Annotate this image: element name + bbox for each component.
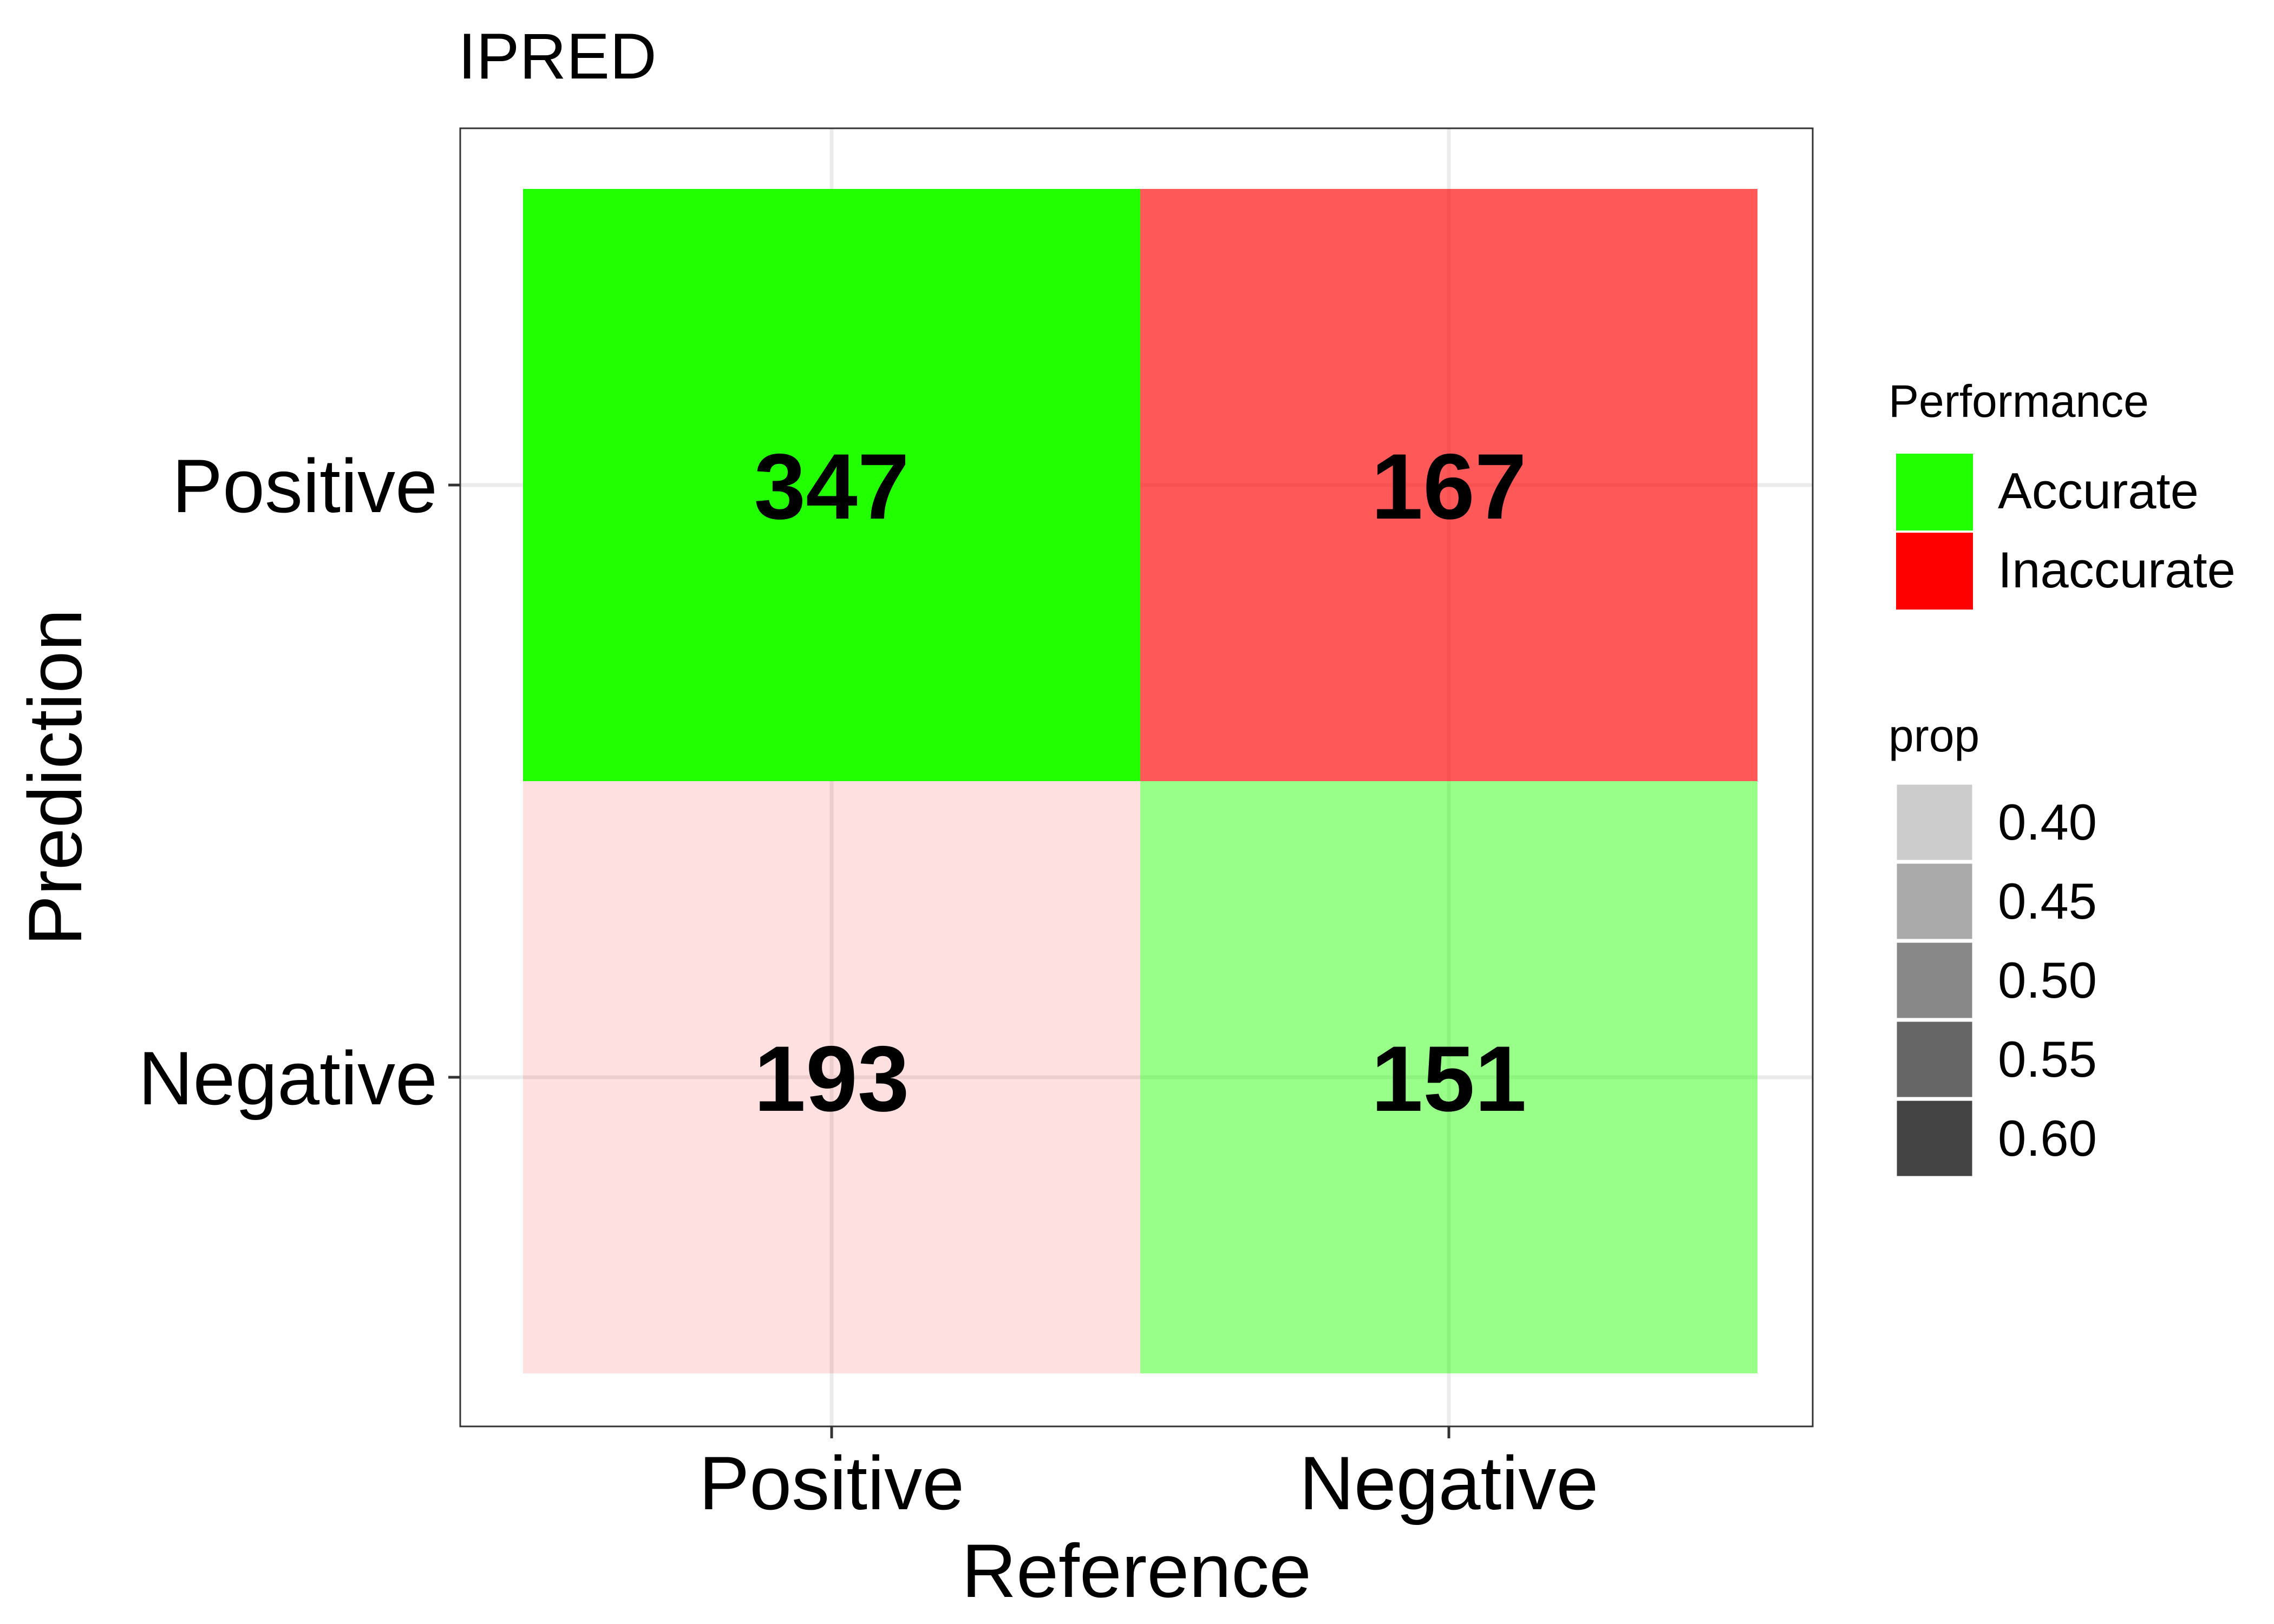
heatmap-cell-positive-positive (523, 189, 1140, 781)
legend-performance: Performance Accurate Inaccurate (1889, 376, 2236, 610)
cell-count-label: 167 (1371, 435, 1527, 539)
x-axis-ticks: Positive Negative (699, 1426, 1598, 1525)
legend-key-inaccurate (1896, 533, 1973, 610)
legend-label-prop: 0.55 (1998, 1031, 2097, 1088)
y-axis-ticks: Positive Negative (138, 443, 460, 1121)
legend-performance-items: Accurate Inaccurate (1896, 454, 2236, 610)
x-axis-label: Reference (962, 1528, 1311, 1613)
y-axis-label: Prediction (12, 609, 97, 946)
heatmap-cell-positive-negative (1140, 189, 1757, 781)
legend-label-prop: 0.40 (1998, 794, 2097, 850)
cell-count-label: 151 (1371, 1027, 1527, 1131)
y-tick-label: Negative (138, 1036, 437, 1121)
x-tick-label: Positive (699, 1440, 964, 1525)
legend-performance-title: Performance (1889, 376, 2149, 427)
legend-label-inaccurate: Inaccurate (1998, 541, 2236, 598)
cell-count-label: 193 (754, 1027, 910, 1131)
legend-label-prop: 0.45 (1998, 873, 2097, 929)
x-tick-label: Negative (1299, 1440, 1599, 1525)
chart-title: IPRED (458, 20, 657, 93)
heatmap-cells (523, 189, 1757, 1373)
legend-key-accurate (1896, 454, 1973, 531)
plot-panel-border (459, 127, 1814, 1427)
legend-prop-title: prop (1889, 710, 1979, 761)
y-tick-label: Positive (172, 443, 437, 528)
cell-count-labels: 347 167 193 151 (754, 435, 1527, 1131)
heatmap-cell-negative-positive (523, 781, 1140, 1373)
legend-label-prop: 0.50 (1998, 952, 2097, 1009)
legend-key-prop (1895, 1099, 1974, 1178)
legend-prop: prop 0.40 0.45 0.50 0.55 0.60 (1889, 710, 2097, 1178)
legend-prop-items: 0.40 0.45 0.50 0.55 0.60 (1895, 783, 2097, 1178)
legend-key-prop (1895, 783, 1974, 862)
legend-key-prop (1895, 862, 1974, 941)
cell-count-label: 347 (754, 435, 910, 539)
legend-label-prop: 0.60 (1998, 1110, 2097, 1167)
legend-key-prop (1895, 1020, 1974, 1099)
heatmap-cell-negative-negative (1140, 781, 1757, 1373)
legend-label-accurate: Accurate (1998, 462, 2199, 519)
legend-key-prop (1895, 941, 1974, 1020)
